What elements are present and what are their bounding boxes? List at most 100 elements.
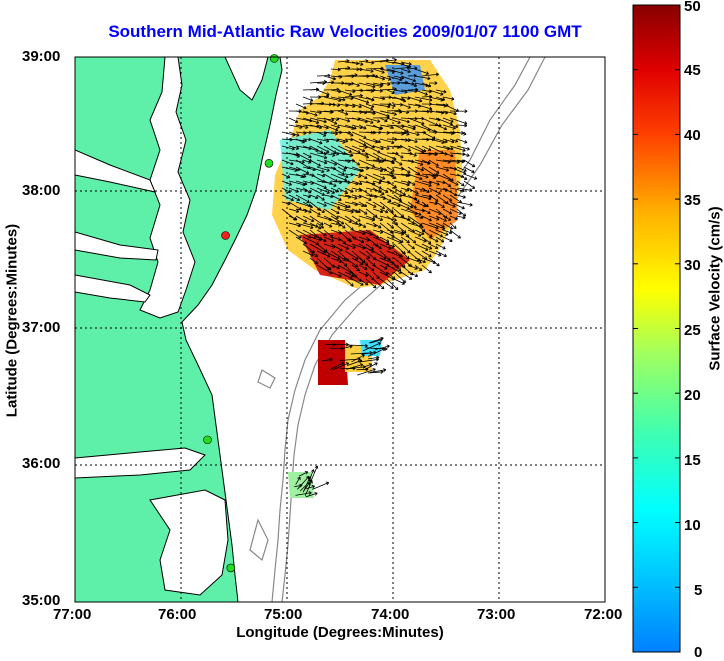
velocity-arrow (358, 68, 374, 73)
velocity-arrow (407, 159, 424, 166)
velocity-arrow (316, 194, 325, 201)
velocity-arrow (400, 236, 410, 244)
velocity-arrow (456, 173, 468, 181)
velocity-arrow (316, 131, 327, 137)
velocity-arrow (428, 81, 438, 85)
velocity-arrow (407, 82, 418, 87)
velocity-arrow (379, 58, 397, 63)
velocity-arrow (367, 370, 384, 374)
velocity-arrow (298, 471, 309, 477)
velocity-arrow (316, 159, 328, 165)
velocity-arrow (323, 264, 332, 271)
velocity-arrow (323, 75, 336, 81)
velocity-arrow (351, 82, 360, 87)
velocity-arrow (330, 124, 340, 129)
x-tick-75: 75:00 (264, 606, 303, 623)
velocity-arrow (400, 145, 411, 152)
velocity-arrow (372, 243, 382, 250)
velocity-arrow (362, 342, 381, 352)
velocity-arrow (337, 96, 354, 101)
velocity-arrow (294, 483, 303, 488)
velocity-arrow (442, 173, 454, 182)
velocity-arrow (456, 123, 468, 128)
velocity-arrow (365, 117, 381, 123)
velocity-arrow (351, 131, 367, 139)
velocity-arrow (449, 145, 466, 152)
map-frame (74, 56, 606, 603)
velocity-arrow (365, 201, 377, 208)
velocity-arrow (428, 243, 439, 249)
velocity-arrow (435, 89, 447, 94)
velocity-arrow (337, 215, 352, 223)
velocity-arrow (414, 96, 433, 102)
velocity-arrow (449, 138, 459, 143)
velocity-arrow (407, 131, 420, 137)
velocity-arrow (379, 215, 397, 222)
x-tick-76: 76:00 (158, 606, 197, 623)
velocity-arrow (400, 271, 413, 280)
velocity-arrow (368, 355, 380, 360)
velocity-arrow (442, 124, 456, 130)
velocity-arrow (330, 138, 346, 144)
velocity-arrow (400, 110, 410, 114)
velocity-arrow (309, 152, 328, 160)
velocity-arrow (316, 173, 326, 178)
velocity-arrow (393, 96, 407, 103)
velocity-arrow (414, 166, 424, 172)
x-tick-72: 72:00 (584, 606, 623, 623)
cb-tick-5: 5 (694, 582, 703, 599)
velocity-arrow (323, 159, 338, 166)
velocity-arrow (337, 138, 349, 143)
velocity-arrow (330, 194, 342, 201)
velocity-arrow (324, 342, 336, 347)
velocity-arrow (316, 208, 326, 214)
velocity-arrow (414, 75, 431, 81)
velocity-arrow (295, 476, 301, 485)
velocity-arrow (365, 215, 376, 221)
velocity-arrow (309, 250, 319, 258)
velocity-arrow (365, 145, 381, 154)
contour-shelf (271, 57, 531, 602)
cb-tick-50: 50 (684, 0, 701, 15)
station-marker-5 (226, 563, 236, 573)
velocity-arrow (288, 215, 298, 221)
velocity-arrow (305, 492, 318, 498)
velocity-arrow (358, 222, 367, 228)
velocity-arrow (421, 201, 429, 208)
velocity-arrow (435, 201, 445, 208)
velocity-arrow (456, 180, 465, 187)
velocity-arrow (435, 215, 447, 222)
velocity-arrow (295, 103, 307, 110)
velocity-arrow (316, 145, 330, 153)
velocity-arrow (369, 368, 387, 373)
velocity-arrow (407, 264, 418, 270)
velocity-arrow (358, 208, 368, 215)
velocity-arrow (323, 124, 339, 132)
velocity-arrow (442, 152, 454, 158)
velocity-arrow (421, 243, 433, 250)
velocity-arrow (351, 354, 365, 363)
velocity-arrow (372, 222, 382, 229)
velocity-arrow (421, 264, 432, 274)
velocity-arrow (428, 257, 440, 267)
velocity-arrow (400, 166, 411, 174)
velocity-arrow (346, 343, 368, 348)
velocity-arrow (316, 222, 324, 229)
velocity-arrow (428, 151, 438, 156)
velocity-arrow (372, 187, 385, 195)
velocity-arrow (344, 194, 358, 200)
velocity-arrow (358, 124, 367, 130)
velocity-arrow (379, 145, 390, 151)
velocity-arrow (428, 180, 440, 186)
velocity-arrow (365, 264, 375, 272)
velocity-arrow (295, 180, 308, 186)
velocity-arrow (407, 208, 422, 216)
velocity-arrow (449, 201, 465, 210)
velocity-arrow (463, 166, 475, 174)
velocity-arrow (323, 222, 333, 228)
velocity-arrow (330, 96, 346, 102)
velocity-arrow (386, 68, 404, 75)
velocity-arrow (442, 208, 453, 215)
velocity-arrow (344, 271, 355, 278)
velocity-arrow (456, 159, 466, 163)
